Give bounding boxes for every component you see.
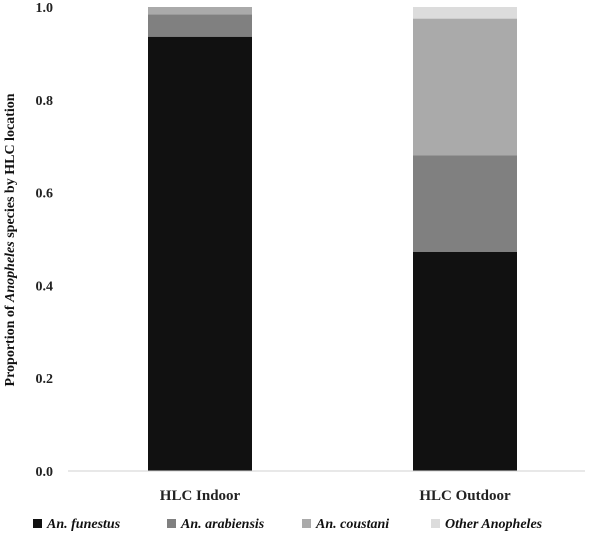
y-tick-label: 0.6: [36, 187, 54, 202]
y-tick-label: 0.2: [36, 372, 54, 387]
y-axis-label-part-2: Anopheles: [3, 241, 18, 303]
legend-label: Other Anopheles: [445, 517, 543, 532]
y-tick-label: 1.0: [36, 1, 54, 16]
x-category-label: HLC Indoor: [160, 488, 241, 504]
legend-label: An. coustani: [315, 517, 389, 532]
x-axis-categories: HLC Indoor HLC Outdoor: [160, 488, 511, 504]
bar-segment: [148, 7, 252, 15]
y-tick-label: 0.4: [36, 279, 54, 294]
bar-segment: [413, 7, 517, 19]
legend-swatch: [302, 519, 311, 528]
bar-segment: [148, 36, 252, 472]
legend-swatch: [431, 519, 440, 528]
y-axis-label-part-1: Proportion of: [3, 302, 18, 387]
y-tick-label: 0.8: [36, 94, 54, 109]
bars: [148, 7, 517, 472]
legend-label: An. funestus: [46, 517, 121, 532]
legend-swatch: [33, 519, 42, 528]
y-axis-label: Proportion of Anopheles species by HLC l…: [3, 93, 18, 386]
bar-segment: [413, 155, 517, 252]
legend: An. funestus An. arabiensis An. coustani Ot…: [33, 517, 543, 532]
y-axis-ticks: 0.0 0.2 0.4 0.6 0.8 1.0: [36, 1, 54, 480]
bar-segment: [148, 14, 252, 37]
bar-segment: [413, 18, 517, 156]
legend-swatch: [167, 519, 176, 528]
x-category-label: HLC Outdoor: [419, 488, 511, 504]
bar-segment: [413, 251, 517, 471]
y-axis-label-part-3: species by HLC location: [3, 93, 18, 241]
y-tick-label: 0.0: [36, 465, 54, 480]
legend-label: An. arabiensis: [180, 517, 265, 532]
